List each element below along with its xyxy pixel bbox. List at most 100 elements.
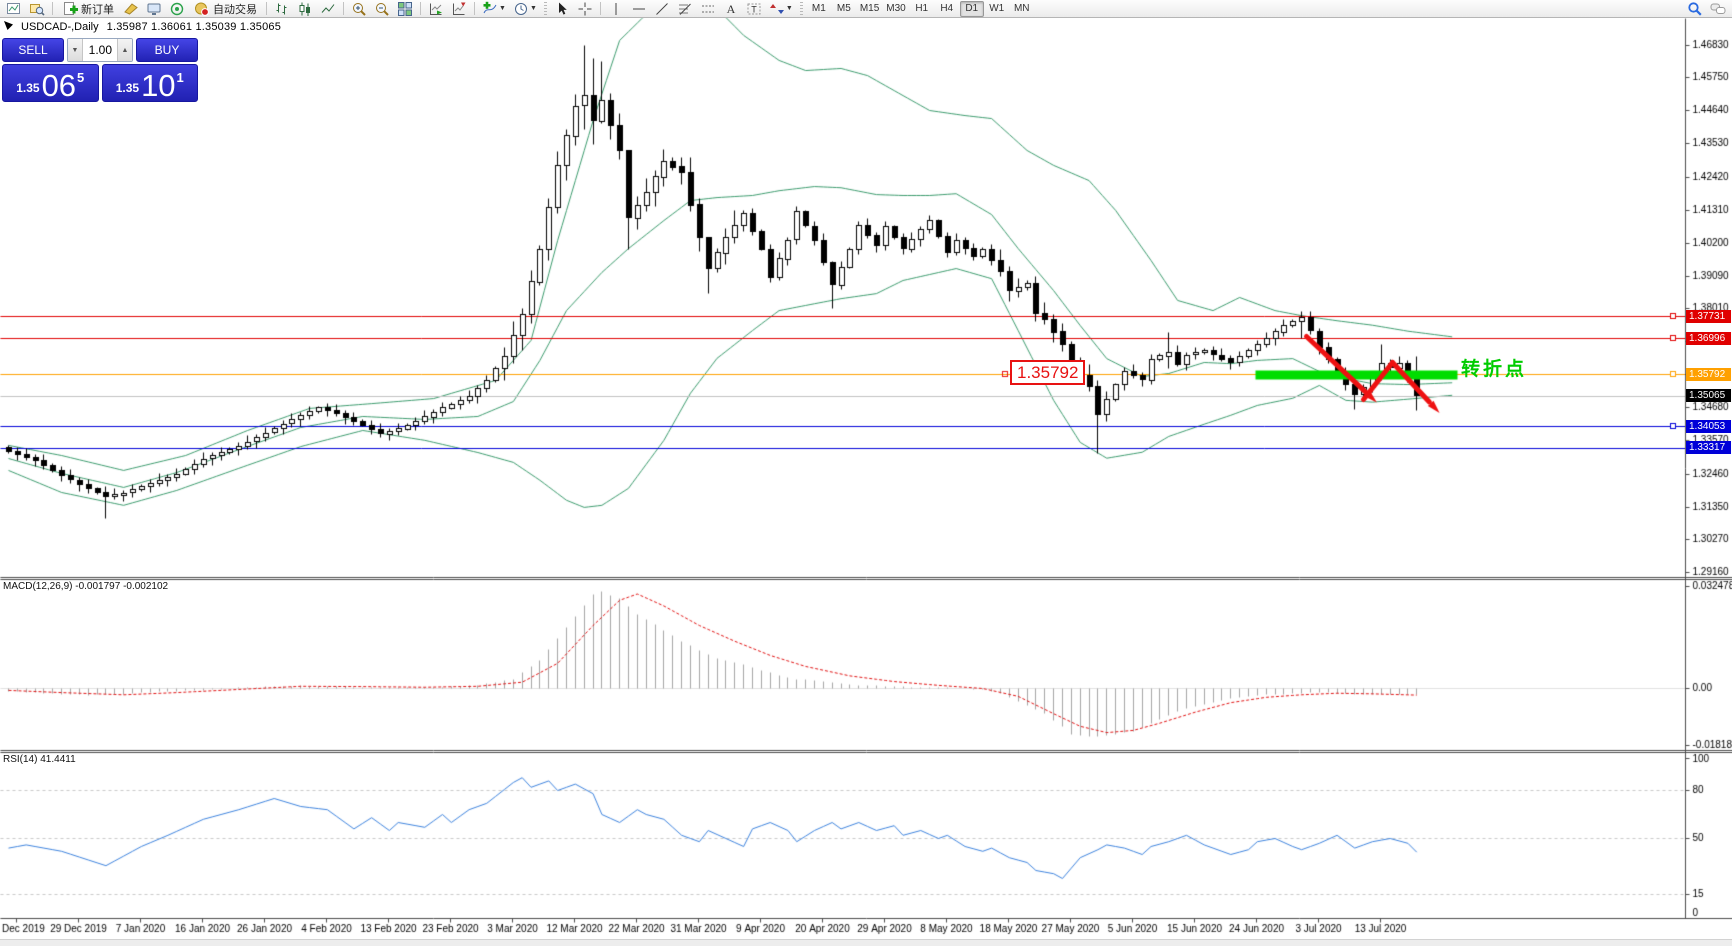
tile-windows-icon <box>397 1 413 17</box>
auto-scroll-button[interactable] <box>425 1 447 17</box>
timeframe-h1-button[interactable]: H1 <box>915 3 929 14</box>
autotrading-button[interactable]: 自动交易 <box>189 1 262 17</box>
bar-chart-type-button[interactable] <box>271 1 293 17</box>
fibonacci-tool-button[interactable] <box>674 1 696 17</box>
vertical-line-tool-button[interactable] <box>605 1 627 17</box>
toolbar-separator <box>599 2 601 15</box>
toolbar-separator <box>474 2 475 15</box>
arrows-tool-button[interactable]: ▼ <box>766 1 796 17</box>
volume-increase-button[interactable]: ▲ <box>117 39 132 61</box>
signals-icon <box>169 1 185 17</box>
buy-button[interactable]: BUY <box>136 38 198 62</box>
signals-button[interactable] <box>166 1 188 17</box>
toolbar-separator <box>420 2 421 15</box>
price-tag-support-2: 1.33317 <box>1686 441 1731 454</box>
auto-scroll-icon <box>428 1 444 17</box>
timeframe-m5-button[interactable]: M5 <box>836 3 851 14</box>
autotrading-label: 自动交易 <box>213 3 257 16</box>
sell-price-pip: 5 <box>77 70 85 85</box>
fibonacci-icon <box>677 1 693 17</box>
dropdown-caret-icon: ▼ <box>785 5 793 12</box>
bar-chart-icon <box>274 1 290 17</box>
channel-tool-button[interactable] <box>697 1 719 17</box>
chart-ohlc-values: 1.35987 1.36061 1.35039 1.35065 <box>106 21 282 33</box>
timeframe-h4-button[interactable]: H4 <box>940 3 954 14</box>
channel-icon <box>700 1 716 17</box>
sell-price-prefix: 1.35 <box>16 81 40 95</box>
text-tool-button[interactable]: A <box>720 1 742 17</box>
new-order-icon <box>62 1 78 17</box>
timeframe-m30-button[interactable]: M30 <box>886 3 906 14</box>
tile-windows-button[interactable] <box>394 1 416 17</box>
timeframe-mn-button[interactable]: MN <box>1013 3 1030 14</box>
text-label-tool-button[interactable]: T <box>743 1 765 17</box>
candlestick-chart-type-button[interactable] <box>294 1 316 17</box>
line-chart-type-button[interactable] <box>317 1 339 17</box>
profiles-button[interactable] <box>26 1 48 17</box>
zoom-in-icon <box>351 1 367 17</box>
add-indicator-button[interactable]: ▼ <box>479 1 509 17</box>
terminal-button[interactable] <box>143 1 165 17</box>
toolbar-separator <box>266 2 267 15</box>
timeframe-d1-button[interactable]: D1 <box>959 0 984 17</box>
new-chart-icon <box>6 1 22 17</box>
buy-price-button[interactable]: 1.35 10 1 <box>101 64 198 102</box>
price-tag-support-1: 1.34053 <box>1686 420 1731 433</box>
add-indicator-icon <box>482 1 498 17</box>
dropdown-caret-icon: ▼ <box>499 5 506 12</box>
profiles-icon <box>29 1 45 17</box>
price-level-annotation[interactable]: 1.35792 <box>1010 360 1086 385</box>
sell-button[interactable]: SELL <box>2 38 64 62</box>
search-icon <box>1687 1 1703 17</box>
cursor-icon <box>554 1 570 17</box>
price-tag-resistance-1: 1.37731 <box>1686 310 1731 323</box>
zoom-out-button[interactable] <box>371 1 393 17</box>
search-button[interactable] <box>1684 1 1706 17</box>
one-click-trading-panel: SELL ▼ 1.00 ▲ BUY 1.35 06 5 1.35 10 1 <box>2 38 198 102</box>
chart-shift-icon <box>451 1 467 17</box>
cursor-tool-button[interactable] <box>551 1 573 17</box>
volume-control: ▼ 1.00 ▲ <box>67 38 133 62</box>
gold-purse-icon <box>123 1 139 17</box>
new-order-button[interactable]: 新订单 <box>57 1 119 17</box>
trendline-tool-button[interactable] <box>651 1 673 17</box>
autotrading-icon <box>194 1 210 17</box>
volume-input[interactable]: 1.00 <box>88 43 112 57</box>
price-tag-pivot: 1.35792 <box>1686 368 1731 381</box>
chat-button[interactable] <box>1707 1 1729 17</box>
zoom-out-icon <box>374 1 390 17</box>
vertical-line-icon <box>608 1 624 17</box>
timeframe-m1-button[interactable]: M1 <box>811 3 826 14</box>
zoom-in-button[interactable] <box>348 1 370 17</box>
candlestick-icon <box>297 1 313 17</box>
toolbar-grip[interactable] <box>799 2 803 15</box>
price-tag-current: 1.35065 <box>1686 389 1731 402</box>
periods-button[interactable]: ▼ <box>510 1 540 17</box>
crosshair-tool-button[interactable] <box>574 1 596 17</box>
funds-button[interactable] <box>120 1 142 17</box>
chart-title: USDCAD-,Daily 1.35987 1.36061 1.35039 1.… <box>4 21 281 33</box>
toolbar: 新订单 自动交易 ▼ ▼ A T ▼ M1 M5 M15 M30 <box>0 0 1732 18</box>
price-tag-resistance-2: 1.36996 <box>1686 332 1731 345</box>
toolbar-grip[interactable] <box>543 2 547 15</box>
trendline-icon <box>654 1 670 17</box>
volume-decrease-button[interactable]: ▼ <box>68 39 83 61</box>
timeframe-m15-button[interactable]: M15 <box>859 3 880 14</box>
chart-shift-button[interactable] <box>448 1 470 17</box>
horizontal-line-icon <box>631 1 647 17</box>
chart-symbol-label: USDCAD-,Daily <box>21 21 99 33</box>
new-chart-button[interactable] <box>3 1 25 17</box>
new-order-label: 新订单 <box>81 3 114 16</box>
macd-indicator-label: MACD(12,26,9) -0.001797 -0.002102 <box>3 581 169 592</box>
pivot-point-annotation[interactable]: 转折点 <box>1461 359 1528 380</box>
horizontal-line-tool-button[interactable] <box>628 1 650 17</box>
svg-text:A: A <box>727 2 736 16</box>
crosshair-icon <box>577 1 593 17</box>
toolbar-separator <box>52 2 53 15</box>
timeframe-w1-button[interactable]: W1 <box>989 3 1005 14</box>
chart-corner-icon <box>4 21 13 33</box>
sell-price-button[interactable]: 1.35 06 5 <box>2 64 99 102</box>
toolbar-separator <box>343 2 344 15</box>
